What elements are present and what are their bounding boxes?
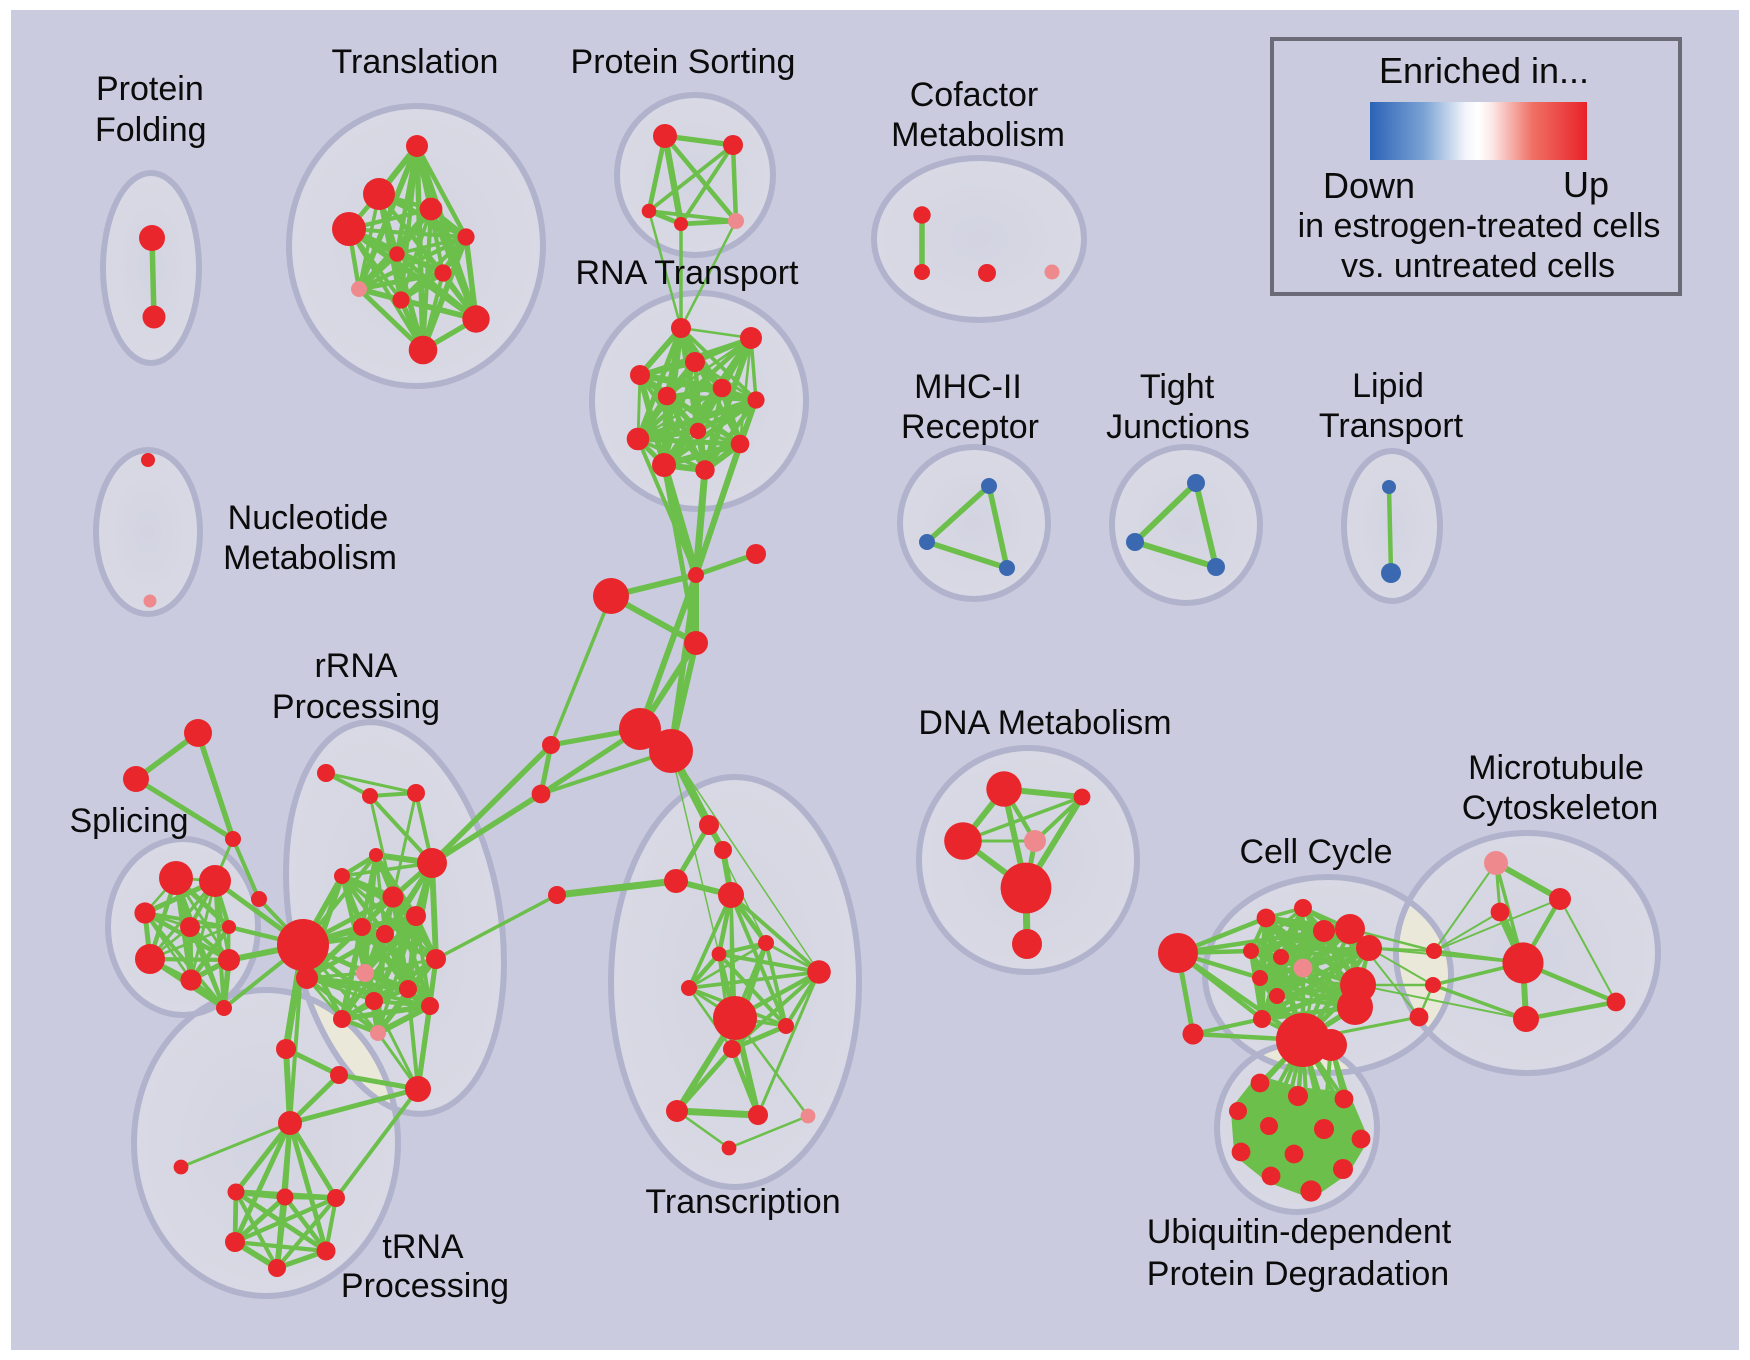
svg-text:Ubiquitin-dependent: Ubiquitin-dependent <box>1147 1213 1452 1251</box>
svg-text:Nucleotide: Nucleotide <box>228 499 389 537</box>
svg-text:in estrogen-treated cells: in estrogen-treated cells <box>1298 207 1661 245</box>
svg-text:Cytoskeleton: Cytoskeleton <box>1462 789 1659 827</box>
svg-text:DNA Metabolism: DNA Metabolism <box>918 704 1171 742</box>
svg-text:Translation: Translation <box>332 43 499 81</box>
svg-text:Metabolism: Metabolism <box>223 539 397 577</box>
svg-text:Processing: Processing <box>341 1267 509 1305</box>
svg-text:MHC-II: MHC-II <box>914 368 1022 406</box>
svg-text:Cell Cycle: Cell Cycle <box>1239 833 1392 871</box>
svg-text:Microtubule: Microtubule <box>1468 749 1644 787</box>
svg-text:Enriched in...: Enriched in... <box>1379 50 1589 91</box>
svg-text:Down: Down <box>1323 165 1415 206</box>
svg-text:Transcription: Transcription <box>645 1183 840 1221</box>
svg-text:Tight: Tight <box>1140 368 1215 406</box>
svg-text:Cofactor: Cofactor <box>910 76 1039 114</box>
svg-text:Processing: Processing <box>272 688 440 726</box>
svg-text:tRNA: tRNA <box>382 1228 464 1266</box>
svg-text:RNA Transport: RNA Transport <box>576 254 800 292</box>
svg-text:Folding: Folding <box>95 111 207 149</box>
svg-text:Metabolism: Metabolism <box>891 116 1065 154</box>
svg-text:Protein Degradation: Protein Degradation <box>1147 1255 1449 1293</box>
svg-text:Protein Sorting: Protein Sorting <box>571 43 796 81</box>
svg-text:Protein: Protein <box>96 70 204 108</box>
svg-text:Receptor: Receptor <box>901 408 1039 446</box>
svg-text:Lipid: Lipid <box>1352 367 1424 405</box>
svg-text:Up: Up <box>1563 164 1609 205</box>
svg-text:rRNA: rRNA <box>314 647 397 685</box>
svg-text:vs. untreated cells: vs. untreated cells <box>1341 247 1615 285</box>
svg-text:Junctions: Junctions <box>1106 408 1250 446</box>
svg-text:Splicing: Splicing <box>69 802 188 840</box>
svg-text:Transport: Transport <box>1319 407 1464 445</box>
